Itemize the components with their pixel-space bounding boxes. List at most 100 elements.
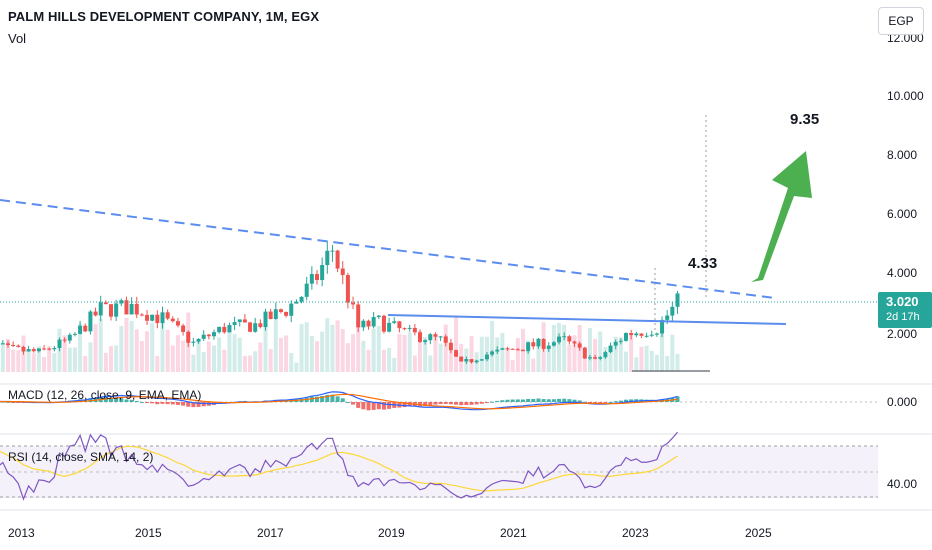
macd-histogram-bar <box>443 402 448 404</box>
candle-body <box>505 348 510 350</box>
macd-histogram-bar <box>340 398 345 402</box>
macd-histogram-bar <box>109 398 113 402</box>
volume-bar <box>639 346 644 372</box>
volume-bar <box>397 334 402 372</box>
volume-bar <box>526 340 531 372</box>
candle-body <box>175 321 180 326</box>
candle-body <box>170 318 175 322</box>
macd-histogram-bar <box>629 399 634 402</box>
volume-bar <box>124 317 129 372</box>
price-tick: 10.000 <box>887 89 924 103</box>
candle-body <box>423 340 428 342</box>
macd-histogram-bar <box>366 402 371 411</box>
volume-bar <box>181 340 186 372</box>
candle-body <box>438 336 443 338</box>
candle-body <box>675 293 680 307</box>
chart-title: PALM HILLS DEVELOPMENT COMPANY, 1M, EGX <box>8 9 320 24</box>
candle-body <box>459 356 464 362</box>
candle-body <box>227 325 232 333</box>
candle-body <box>335 250 340 269</box>
candle-body <box>273 309 278 319</box>
macd-histogram-bar <box>423 402 428 407</box>
volume-bar <box>201 352 206 372</box>
volume-bar <box>670 334 675 372</box>
macd-histogram-bar <box>438 402 443 405</box>
volume-bar <box>109 346 113 372</box>
volume-bar <box>42 357 47 372</box>
macd-histogram-bar <box>536 398 541 402</box>
volume-bar <box>381 349 386 372</box>
macd-signal-line <box>0 393 678 410</box>
macd-histogram-bar <box>371 402 376 410</box>
macd-histogram-bar <box>165 402 170 405</box>
volume-bar <box>62 335 67 372</box>
currency-button[interactable]: EGP <box>878 7 924 35</box>
macd-histogram-bar <box>16 402 21 403</box>
volume-bar <box>433 334 438 372</box>
volume-bar <box>536 338 541 372</box>
candle-body <box>541 338 546 349</box>
macd-histogram-bar <box>315 396 319 402</box>
macd-histogram-bar <box>603 402 608 403</box>
volume-bar <box>335 320 340 372</box>
volume-bar <box>629 336 634 372</box>
macd-histogram-bar <box>320 396 325 402</box>
macd-histogram-bar <box>624 399 628 402</box>
rsi-legend: RSI (14, close, SMA, 14, 2) <box>8 450 154 464</box>
macd-histogram-bar <box>402 402 407 408</box>
volume-bar <box>36 346 41 372</box>
candle-body <box>278 309 283 312</box>
candle-body <box>670 306 675 316</box>
volume-bar <box>418 330 422 372</box>
macd-histogram-bar <box>500 400 505 402</box>
candle-body <box>52 347 57 350</box>
candle-body <box>469 359 474 363</box>
volume-bar <box>428 355 433 372</box>
macd-histogram-bar <box>593 402 598 404</box>
macd-histogram-bar <box>191 402 196 408</box>
candle-body <box>124 300 129 315</box>
candle-body <box>201 334 206 339</box>
volume-bar <box>345 343 350 372</box>
volume-bar <box>618 337 623 372</box>
candle-body <box>289 303 294 316</box>
macd-histogram-bar <box>572 399 577 402</box>
macd-histogram-bar <box>335 396 340 402</box>
candle-body <box>67 334 72 341</box>
macd-histogram-bar <box>428 402 433 406</box>
volume-bar <box>165 329 170 372</box>
time-tick: 2025 <box>745 526 772 540</box>
macd-histogram-bar <box>562 398 567 402</box>
price-tick: 2.000 <box>887 327 917 341</box>
volume-bar <box>649 350 654 372</box>
volume-bar <box>660 321 665 372</box>
candle-body <box>665 315 670 320</box>
candle-body <box>57 339 62 348</box>
candle-body <box>160 312 165 324</box>
volume-bar <box>551 325 556 372</box>
volume-bar <box>16 350 21 372</box>
time-tick: 2019 <box>378 526 405 540</box>
macd-histogram-bar <box>675 396 680 402</box>
volume-bar <box>67 347 72 372</box>
candle-body <box>309 274 314 284</box>
volume-bar <box>139 341 144 372</box>
candle-body <box>474 360 479 363</box>
candle-body <box>114 303 119 317</box>
candle-body <box>212 332 216 337</box>
volume-bar <box>376 326 381 372</box>
candle-body <box>103 302 108 305</box>
volume-bar <box>454 315 459 372</box>
volume-bar <box>309 335 314 372</box>
macd-histogram-bar <box>613 401 618 403</box>
candle-body <box>639 333 644 336</box>
macd-histogram-bar <box>6 401 10 403</box>
candle-body <box>366 320 371 327</box>
macd-histogram-bar <box>387 402 392 409</box>
macd-histogram-bar <box>521 399 525 402</box>
macd-histogram-bar <box>170 402 175 405</box>
candle-body <box>232 322 237 326</box>
macd-histogram-bar <box>330 394 335 402</box>
volume-bar <box>227 326 232 372</box>
time-tick: 2015 <box>135 526 162 540</box>
